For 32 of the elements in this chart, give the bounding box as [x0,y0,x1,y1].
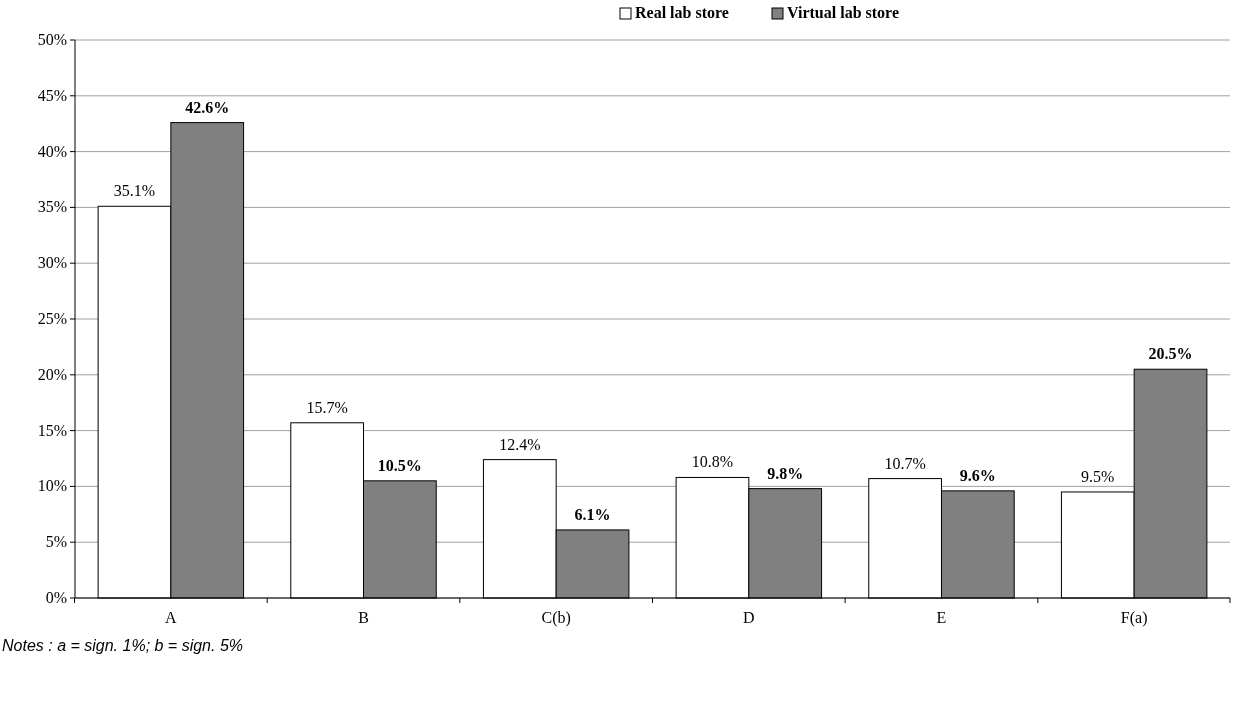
data-label: 10.8% [691,453,734,471]
legend-label: Virtual lab store [787,4,899,21]
x-tick-label: E [936,609,947,626]
y-tick-label: 25% [37,310,67,327]
data-label: 9.8% [767,464,804,482]
data-label: 9.6% [959,466,996,484]
data-label: 10.5% [377,456,422,474]
data-label: 35.1% [113,182,156,200]
data-label: 20.5% [1148,345,1193,363]
data-label: 15.7% [306,398,348,416]
text: Notes : a = sign. 1%; b = sign. 5% [2,637,244,654]
data-label: 42.6% [185,98,230,116]
y-tick-label: 20% [37,365,67,383]
data-label: 12.4% [499,435,541,453]
y-tick-label: 35% [37,198,67,216]
x-tick-label: A [165,609,178,626]
y-tick-label: 5% [45,533,67,551]
y-tick-label: 40% [37,142,67,160]
y-tick-label: 30% [37,254,67,272]
legend-label: Real lab store [635,4,729,21]
data-label: 9.5% [1081,467,1115,485]
x-tick-label: B [358,609,369,626]
y-tick-label: 50% [37,31,67,48]
x-tick-label: F(a) [1120,609,1148,627]
y-tick-label: 15% [37,421,67,439]
data-label: 10.7% [884,454,926,472]
x-tick-label: D [743,609,755,626]
x-tick-label: C(b) [541,609,571,627]
y-tick-label: 0% [45,589,67,606]
y-tick-label: 45% [37,86,67,104]
y-tick-label: 10% [37,477,67,495]
data-label: 6.1% [574,505,611,523]
